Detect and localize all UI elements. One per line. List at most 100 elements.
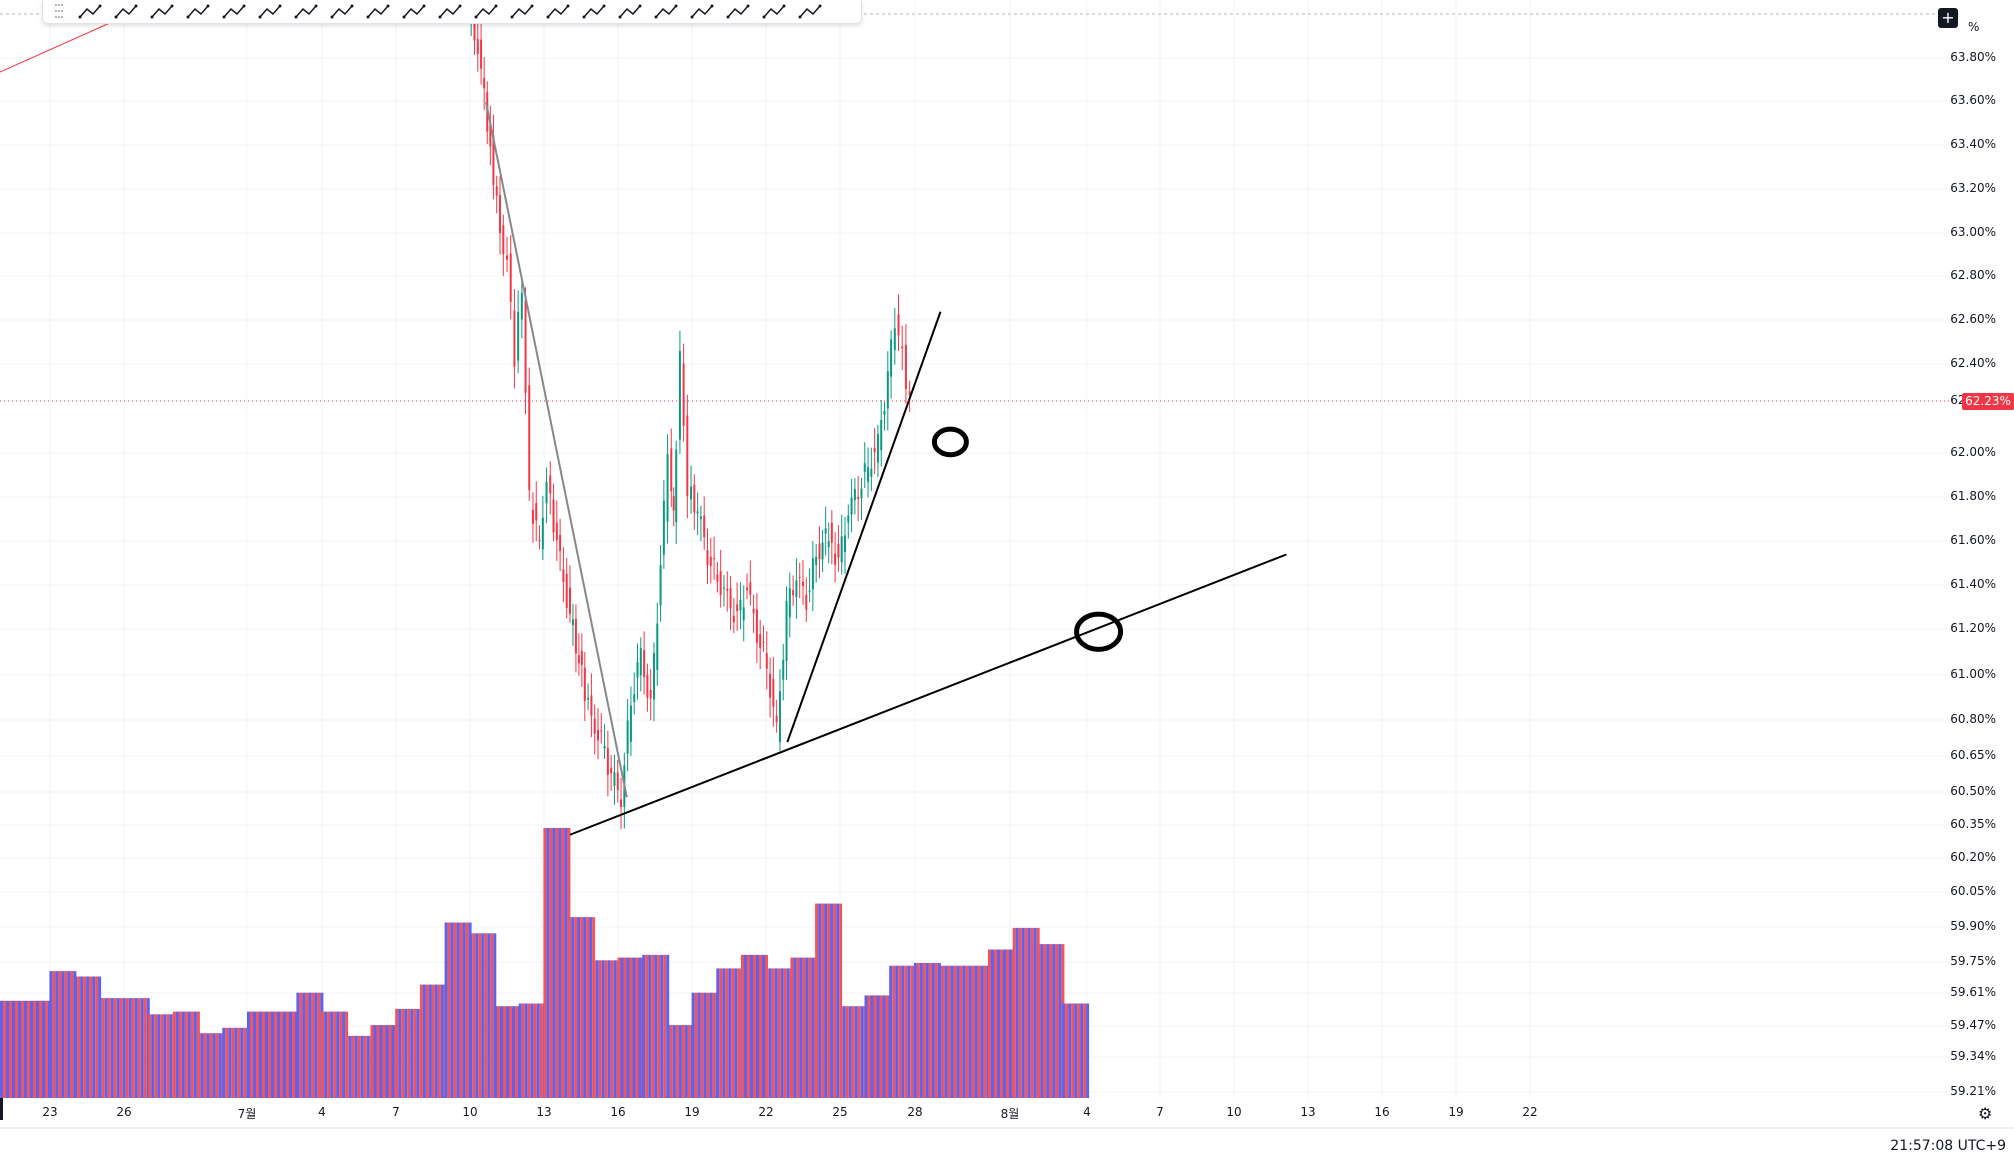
volume-bar <box>1086 1003 1090 1098</box>
volume-bar <box>404 1008 408 1098</box>
fork-icon[interactable] <box>111 1 141 23</box>
time-tick-label: 8월 <box>1000 1107 1020 1121</box>
volume-bar <box>1012 927 1016 1098</box>
red-trendline[interactable] <box>0 21 113 73</box>
volume-bar <box>24 1000 27 1098</box>
candle-body <box>901 346 904 349</box>
volume-bar <box>768 968 772 1098</box>
price-tick-label: 61.00% <box>1950 667 1996 681</box>
candle-body <box>524 299 527 393</box>
volume-bar <box>39 1000 42 1098</box>
volume-bar <box>286 1011 289 1098</box>
pattern-icon[interactable] <box>363 1 393 23</box>
volume-bar <box>360 1035 364 1098</box>
candle-body <box>772 678 775 707</box>
volume-bar <box>533 1003 537 1098</box>
volume-bar <box>89 976 93 1098</box>
volume-bar <box>215 1033 219 1098</box>
candle-body <box>785 600 788 661</box>
volume-bar <box>184 1011 188 1098</box>
candle-body <box>620 799 623 808</box>
candle-body <box>736 604 739 612</box>
path-icon[interactable] <box>507 1 537 23</box>
volume-bar <box>610 960 614 1098</box>
candle-body <box>824 528 827 534</box>
volume-bar <box>722 968 726 1098</box>
pattern-icon[interactable] <box>291 1 321 23</box>
xabcd-icon[interactable] <box>651 1 681 23</box>
volume-bar <box>469 933 473 1098</box>
candle-body <box>893 328 896 351</box>
volume-bar <box>83 976 87 1098</box>
volume-bar <box>1077 1003 1081 1098</box>
candle-body <box>703 515 706 538</box>
volume-bar <box>564 828 568 1098</box>
volume-bar <box>1030 927 1034 1098</box>
volume-bar <box>1021 927 1025 1098</box>
volume-bar <box>793 957 797 1098</box>
volume-bar <box>234 1027 238 1098</box>
volume-bar <box>237 1027 241 1098</box>
volume-bar <box>212 1033 216 1098</box>
volume-bar <box>666 1025 670 1098</box>
volume-bar <box>311 992 315 1098</box>
volume-bar <box>354 1035 358 1098</box>
bars-icon[interactable] <box>183 1 213 23</box>
volume-bar <box>247 1011 250 1098</box>
volume-bar <box>348 1035 352 1098</box>
line-icon[interactable] <box>615 1 645 23</box>
volume-bar <box>357 1035 361 1098</box>
volume-bar <box>867 995 871 1098</box>
current-price-badge: 62.23% <box>1962 393 2014 410</box>
volume-bar <box>731 968 735 1098</box>
volume-bar <box>697 992 701 1098</box>
volume-bar <box>725 968 729 1098</box>
gear-icon[interactable]: ⚙ <box>1978 1104 1993 1123</box>
measure-icon[interactable] <box>399 1 429 23</box>
brush-icon[interactable] <box>759 1 789 23</box>
volume-bar <box>959 965 963 1098</box>
price-tick-label: 63.60% <box>1950 93 1996 107</box>
horizontal-line-icon[interactable] <box>795 1 825 23</box>
volume-bar <box>885 995 889 1098</box>
volume-bar <box>1037 944 1041 1098</box>
drag-handle-icon[interactable] <box>55 3 63 20</box>
volume-profile-icon[interactable] <box>543 1 573 23</box>
plus-icon[interactable]: + <box>1938 8 1958 28</box>
volume-bar <box>536 1003 540 1098</box>
pattern-icon[interactable] <box>327 1 357 23</box>
range-icon[interactable] <box>435 1 465 23</box>
volume-bar <box>395 1008 399 1098</box>
volume-bar <box>30 1000 33 1098</box>
volume-bar <box>440 984 444 1098</box>
volume-bar <box>774 968 778 1098</box>
volume-bar <box>660 954 664 1098</box>
pattern-icon[interactable] <box>723 1 753 23</box>
price-range-icon[interactable] <box>471 1 501 23</box>
candle-body <box>549 475 552 494</box>
time-tick-label: 19 <box>684 1105 700 1119</box>
candle-body <box>904 344 907 389</box>
volume-bar <box>52 971 56 1098</box>
candle-body <box>798 577 801 579</box>
curve-icon[interactable] <box>219 1 249 23</box>
pattern-icon[interactable] <box>687 1 717 23</box>
rect-icon[interactable] <box>579 1 609 23</box>
candle-body <box>626 720 629 754</box>
volume-bar <box>265 1011 268 1098</box>
volume-bar <box>134 998 138 1098</box>
candle-body <box>815 556 818 566</box>
user-drawings[interactable] <box>485 101 1287 836</box>
volume-bar <box>283 1011 286 1098</box>
volume-bar <box>277 1011 280 1098</box>
volume-bar <box>1015 927 1019 1098</box>
channel-icon[interactable] <box>147 1 177 23</box>
volume-bar <box>339 1011 343 1098</box>
volume-bar <box>941 965 945 1098</box>
lines-icon[interactable] <box>75 1 105 23</box>
status-clock: 21:57:08 UTC+9 <box>1890 1138 2006 1154</box>
volume-bar <box>632 957 636 1098</box>
fan-icon[interactable] <box>255 1 285 23</box>
candle-body <box>857 496 860 500</box>
